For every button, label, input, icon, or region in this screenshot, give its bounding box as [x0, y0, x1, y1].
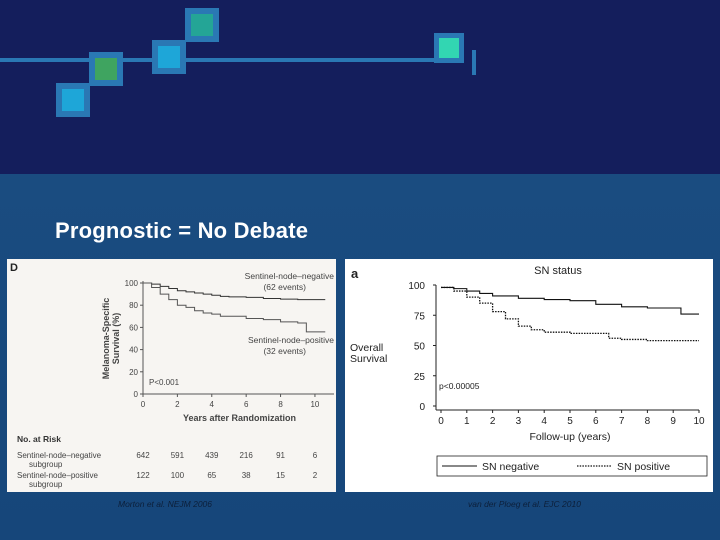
risk-table-cell: 65: [207, 471, 216, 480]
x-tick-label: 0: [141, 400, 146, 409]
x-tick-label: 7: [619, 416, 625, 427]
y-tick-label: 0: [134, 390, 139, 399]
series-line-negative: [143, 282, 326, 301]
risk-row-label: Sentinel-node–negative: [17, 451, 102, 460]
x-tick-label: 10: [310, 400, 319, 409]
legend-negative-events: (62 events): [263, 282, 306, 292]
risk-row-label-sub: subgroup: [29, 460, 63, 469]
x-tick-label: 10: [693, 416, 705, 427]
y-tick-label: 100: [408, 281, 425, 292]
y-axis-label: Melanoma-SpecificSurvival (%): [101, 298, 121, 380]
x-tick-label: 4: [210, 400, 215, 409]
x-tick-label: 8: [278, 400, 283, 409]
x-tick-label: 6: [244, 400, 249, 409]
decorative-line-vertical: [472, 50, 476, 75]
risk-table-cell: 91: [276, 451, 285, 460]
y-axis-label: Survival: [350, 353, 387, 365]
p-value: p<0.00005: [439, 381, 480, 391]
x-tick-label: 9: [670, 416, 676, 427]
y-tick-label: 25: [414, 372, 426, 383]
slide-title: Prognostic = No Debate: [55, 218, 309, 243]
x-axis-label: Follow-up (years): [529, 431, 610, 443]
series-line-sn-positive: [441, 286, 699, 342]
y-tick-label: 100: [125, 279, 139, 288]
x-tick-label: 2: [175, 400, 180, 409]
legend-negative: Sentinel-node–negative: [245, 271, 335, 281]
risk-table-cell: 15: [276, 471, 285, 480]
legend-positive: Sentinel-node–positive: [248, 335, 334, 345]
series-line-positive: [143, 282, 326, 333]
x-tick-label: 0: [438, 416, 444, 427]
y-tick-label: 75: [414, 311, 426, 322]
y-axis-label: Overall: [350, 342, 383, 354]
risk-row-label-sub: subgroup: [29, 480, 63, 489]
legend-box: [436, 455, 708, 477]
y-tick-label: 40: [129, 346, 138, 355]
legend-label-positive: SN positive: [617, 461, 670, 473]
decorative-square-blue-small: [56, 83, 90, 117]
x-tick-label: 6: [593, 416, 599, 427]
decorative-square-mint: [434, 33, 464, 63]
risk-table-heading: No. at Risk: [17, 434, 61, 444]
ploeg-chart-panel: a SN status 0 1 2 3 4 5 6 7 8 9 10 0 25 50 75 100 Follow…: [345, 259, 713, 492]
x-tick-label: 4: [541, 416, 547, 427]
y-tick-label: 0: [419, 402, 425, 413]
ploeg-survival-chart: a SN status 0 1 2 3 4 5 6 7 8 9 100255075100Follow…: [350, 265, 708, 477]
risk-table-cell: 642: [136, 451, 150, 460]
x-tick-label: 5: [567, 416, 573, 427]
risk-table-cell: 439: [205, 451, 219, 460]
y-tick-label: 50: [414, 342, 426, 353]
legend-label-negative: SN negative: [482, 461, 539, 473]
risk-row-label: Sentinel-node–positive: [17, 471, 98, 480]
risk-table-cell: 122: [136, 471, 150, 480]
decorative-line: [0, 58, 462, 62]
decorative-square-teal: [185, 8, 219, 42]
p-value: P<0.001: [149, 378, 180, 387]
x-tick-label: 1: [464, 416, 470, 427]
x-tick-label: 3: [516, 416, 522, 427]
risk-table-cell: 38: [242, 471, 251, 480]
risk-table-cell: 6: [313, 451, 318, 460]
risk-table-cell: 216: [239, 451, 253, 460]
legend-positive-events: (32 events): [263, 346, 306, 356]
chart-title: SN status: [534, 265, 582, 277]
y-tick-label: 60: [129, 323, 138, 332]
x-tick-label: 8: [645, 416, 651, 427]
series-line-sn-negative: [441, 286, 699, 315]
risk-table-cell: 591: [171, 451, 185, 460]
panel-label-a: a: [351, 266, 359, 281]
morton-chart-panel: D 0 2 4 6 8 10 0 20 40 60 80 100 Years after Random…: [7, 259, 336, 492]
risk-table-cell: 2: [313, 471, 318, 480]
risk-table-cell: 100: [171, 471, 185, 480]
decorative-square-blue: [152, 40, 186, 74]
y-tick-label: 20: [129, 368, 138, 377]
x-tick-label: 2: [490, 416, 496, 427]
decorative-square-green: [89, 52, 123, 86]
y-tick-label: 80: [129, 301, 138, 310]
x-axis-label: Years after Randomization: [183, 413, 296, 423]
citation-left: Morton et al. NEJM 2006: [118, 499, 213, 509]
header-band: [0, 0, 720, 174]
citation-right: van der Ploeg et al. EJC 2010: [468, 499, 581, 509]
panel-label-d: D: [10, 262, 18, 274]
